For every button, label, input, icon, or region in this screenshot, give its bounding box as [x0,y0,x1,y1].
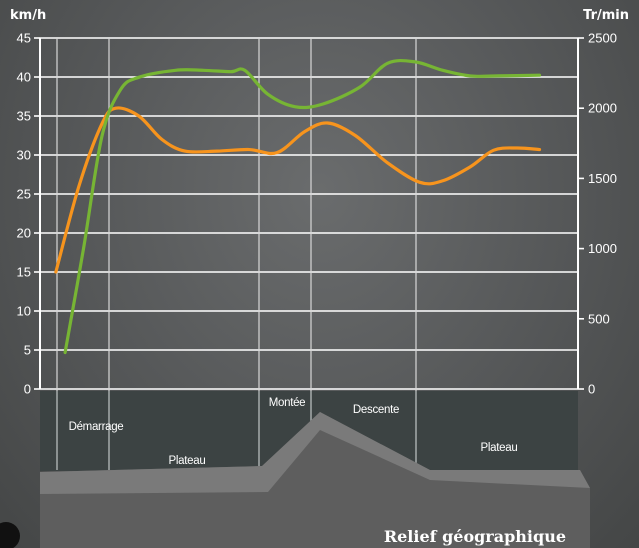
relief-title: Relief géographique [384,527,566,546]
left-tick-label: 15 [17,265,31,280]
corner-dot [0,522,20,548]
right-tick-label: 1500 [588,171,617,186]
left-axis-title: km/h [10,8,46,23]
right-tick-label: 2500 [588,31,617,46]
relief-top [40,412,590,494]
right-tick-label: 0 [588,382,595,397]
right-axis-title: Tr/min [583,8,629,23]
phase-label: Plateau [169,455,206,467]
speed-line [54,106,542,274]
left-tick-label: 35 [17,109,31,124]
relief-shape [40,412,590,548]
phase-label: Descente [353,404,399,416]
right-tick-label: 1000 [588,241,617,256]
left-tick-label: 40 [17,70,31,85]
left-axis-ticks: 0 5 10 15 20 25 30 35 40 45 [17,31,40,397]
series-lines [54,58,542,355]
phase-label: Démarrage [69,421,124,433]
rpm-line [63,58,542,355]
right-tick-label: 2000 [588,101,617,116]
left-tick-label: 10 [17,304,31,319]
right-axis-ticks: 0 500 1000 1500 2000 2500 [578,31,617,397]
left-tick-label: 25 [17,187,31,202]
right-tick-label: 500 [588,311,610,326]
left-tick-label: 30 [17,148,31,163]
left-tick-label: 45 [17,31,31,46]
phase-label: Plateau [481,442,518,454]
left-tick-label: 20 [17,226,31,241]
left-tick-label: 0 [24,382,31,397]
phase-labels: Démarrage Plateau Montée Descente Plateau [69,397,518,467]
left-tick-label: 5 [24,343,31,358]
relief-terrain [40,412,590,548]
phase-label: Montée [269,397,306,409]
